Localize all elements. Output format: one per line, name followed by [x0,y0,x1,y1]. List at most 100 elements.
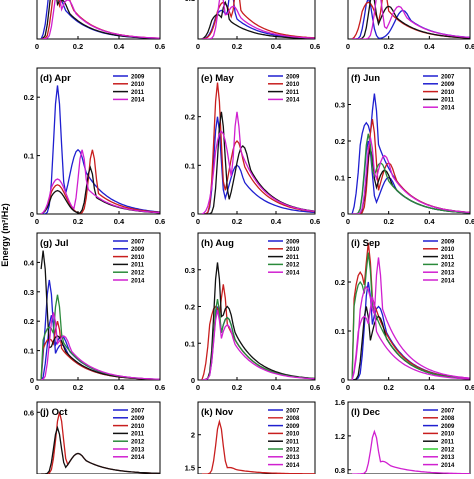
legend-label-2013: 2013 [131,447,145,453]
x-tick-label: 0.2 [232,42,242,51]
legend-label-2011: 2011 [441,440,455,446]
x-tick-label: 0.2 [383,42,393,51]
legend-label-2007: 2007 [286,408,300,414]
x-tick-label: 0 [346,383,350,392]
legend-label-2014: 2014 [286,463,300,469]
x-tick-label: 0 [346,42,350,51]
x-tick-label: 0.4 [271,217,282,226]
panel-g: 0 0.2 0.4 0.6 0 0.1 0.2 0.3 0.4 (g) Jul 2007 2009 20… [24,232,165,392]
legend-label-2011: 2011 [286,255,300,261]
x-tick-label: 0.6 [155,217,165,226]
y-tick-label: 0.3 [185,266,195,275]
series-line-2010 [41,412,160,474]
panel-title: (e) May [201,73,234,84]
y-tick-label: 0.3 [335,101,345,110]
y-tick-label: 0.4 [24,258,35,267]
series-group [40,0,160,39]
legend-label-2009: 2009 [441,239,455,245]
legend-label-2009: 2009 [131,416,145,422]
legend-label-2009: 2009 [286,424,300,430]
plot-frame [36,0,161,40]
series-line-2011 [40,165,160,214]
series-line-2009 [40,315,160,380]
legend-label-2009: 2009 [131,74,145,80]
panel-d: 0 0.2 0.4 0.6 0 0.1 0.2 (d) Apr 2009 2010 2011 2014 [24,67,165,226]
x-tick-label: 0 [196,42,200,51]
legend-label-2007: 2007 [131,408,145,414]
panel-title: (g) Jul [40,238,69,249]
legend-label-2013: 2013 [441,271,455,277]
y-tick-label: 0.1 [24,347,34,356]
legend-label-2010: 2010 [441,90,455,96]
series-group [201,262,315,380]
x-tick-label: 0.2 [73,383,83,392]
legend-label-2012: 2012 [286,263,300,269]
legend-label-2010: 2010 [131,424,145,430]
y-tick-label: 1.2 [335,432,345,441]
legend-label-2007: 2007 [441,74,455,80]
legend-label-2012: 2012 [441,263,455,269]
panel-title: (l) Dec [351,407,380,418]
panel-title: (k) Nov [201,407,234,418]
y-tick-label: 0.2 [335,137,345,146]
series-line-2014 [40,312,160,380]
panel-title: (d) Apr [40,73,71,84]
panel-h: 0 0.2 0.4 0.6 0 0.1 0.2 0.3 (h) Aug 2009 2010 2011 2… [185,232,320,392]
legend-label-2008: 2008 [441,416,455,422]
x-tick-label: 0 [196,217,200,226]
series-group [41,412,160,474]
panel-c: 0 0.2 0.4 0.6 [346,0,474,51]
series-group [201,0,315,39]
series-line-2010 [40,149,160,214]
legend-label-2009: 2009 [131,247,145,253]
series-group [201,82,315,214]
legend-label-2009: 2009 [286,74,300,80]
x-tick-label: 0.4 [114,217,125,226]
legend-label-2014: 2014 [131,98,145,104]
legend-label-2011: 2011 [441,255,455,261]
legend-label-2010: 2010 [131,255,145,261]
series-group [351,0,470,39]
y-tick-label: 0 [341,210,345,219]
x-tick-label: 0.4 [114,42,125,51]
series-group [40,250,160,380]
legend-label-2014: 2014 [441,463,455,469]
legend-label-2009: 2009 [286,239,300,245]
x-tick-label: 0 [35,42,39,51]
y-tick-label: 0.2 [24,317,34,326]
plot-frame [347,232,471,381]
panel-title: (h) Aug [201,238,234,249]
series-group [201,419,315,474]
y-tick-label: 0.1 [185,161,195,170]
x-tick-label: 0.4 [424,383,435,392]
x-tick-label: 0.4 [271,42,282,51]
series-line-2009 [201,116,315,214]
legend-label-2010: 2010 [441,247,455,253]
y-tick-label: 0.1 [185,0,195,3]
legend-label-2009: 2009 [441,82,455,88]
series-line-2014 [352,0,470,39]
series-group [351,242,470,380]
x-tick-label: 0.2 [73,42,83,51]
series-line-2011 [201,0,315,39]
legend-label-2013: 2013 [441,455,455,461]
x-tick-label: 0.4 [271,383,282,392]
series-line-2014 [352,137,470,214]
x-tick-label: 0.6 [155,383,165,392]
y-tick-label: 0.1 [24,152,34,161]
series-line-2014 [201,111,315,214]
series-line-2014 [201,310,315,380]
series-line-2013 [351,257,470,380]
x-tick-label: 0.6 [465,42,474,51]
y-tick-label: 1.6 [335,398,345,407]
legend-label-2009: 2009 [441,424,455,430]
legend-label-2014: 2014 [131,455,145,461]
legend-label-2014: 2014 [286,98,300,104]
series-line-2011 [352,0,470,39]
legend-label-2011: 2011 [131,263,145,269]
y-tick-label: 0 [191,376,195,385]
plot-frame [36,232,161,381]
x-tick-label: 0.2 [383,217,393,226]
